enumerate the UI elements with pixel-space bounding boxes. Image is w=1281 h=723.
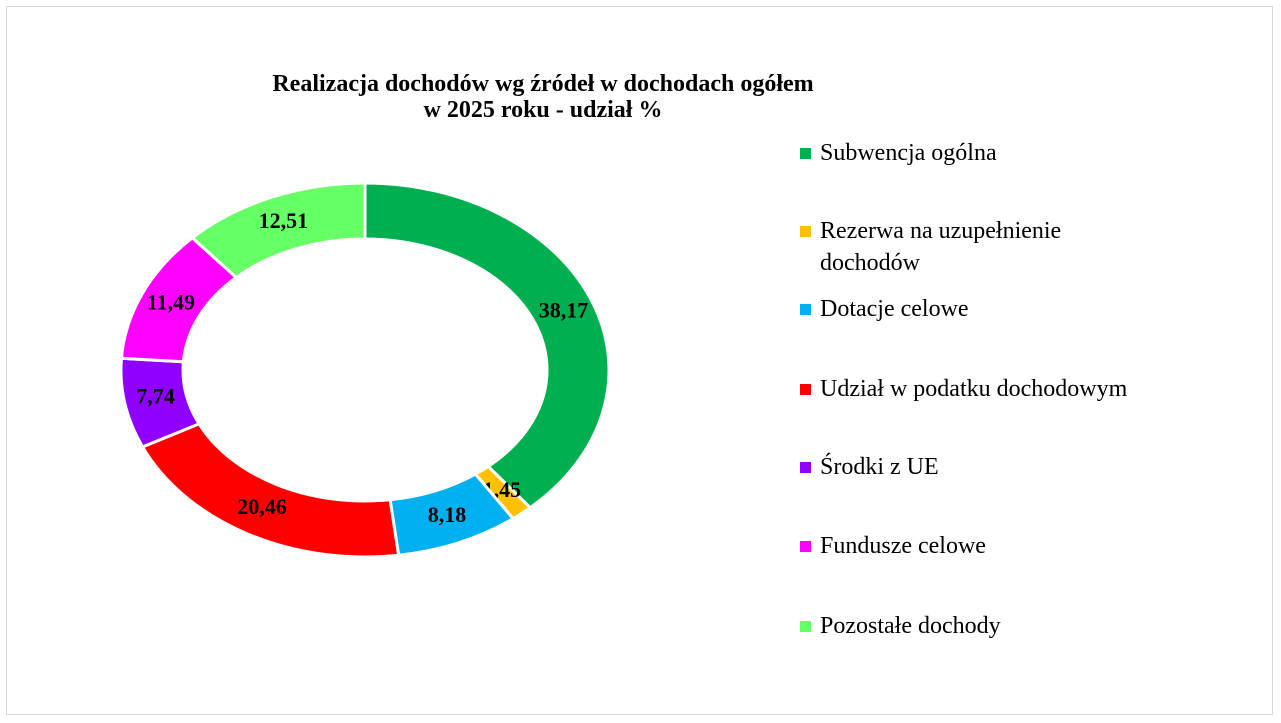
legend-swatch [800, 148, 811, 159]
legend-label: Subwencja ogólna [820, 140, 997, 166]
data-label: 11,49 [147, 290, 195, 315]
data-label: 7,74 [136, 384, 175, 409]
legend-item: Udział w podatku dochodowym [800, 373, 1150, 405]
legend-item: Subwencja ogólna [800, 137, 1150, 169]
legend-item: Fundusze celowe [800, 530, 1150, 562]
legend-swatch [800, 304, 811, 315]
legend-item: Pozostałe dochody [800, 610, 1150, 642]
chart-title: Realizacja dochodów wg źródeł w dochodac… [272, 71, 813, 97]
legend-label: Rezerwa na uzupełnienie dochodów [820, 218, 1062, 276]
data-label: 38,17 [539, 297, 589, 322]
data-label: 8,18 [428, 502, 467, 527]
legend-swatch [800, 384, 811, 395]
chart-frame [6, 6, 1273, 715]
legend-item: Dotacje celowe [800, 293, 1150, 325]
legend-label: Udział w podatku dochodowym [820, 376, 1128, 402]
legend-swatch [800, 462, 811, 473]
legend-swatch [800, 541, 811, 552]
legend-label: Dotacje celowe [820, 296, 969, 322]
legend-label: Fundusze celowe [820, 533, 986, 559]
legend-label: Środki z UE [820, 454, 939, 480]
donut-segment [363, 181, 611, 510]
legend-swatch [800, 226, 811, 237]
legend-swatch [800, 621, 811, 632]
chart-title: w 2025 roku - udział % [424, 97, 663, 123]
donut-segment [140, 421, 401, 559]
data-label: 20,46 [237, 494, 287, 519]
legend-item: Rezerwa na uzupełnienie dochodów [800, 215, 1150, 279]
legend-label: Pozostałe dochody [820, 613, 1001, 639]
legend-item: Środki z UE [800, 451, 1150, 483]
donut-segment [190, 181, 367, 280]
data-label: 12,51 [259, 208, 309, 233]
